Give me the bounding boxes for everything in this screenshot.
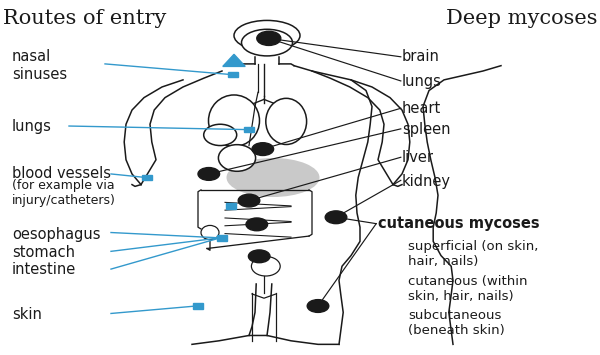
Ellipse shape (201, 225, 219, 240)
Text: subcutaneous
(beneath skin): subcutaneous (beneath skin) (408, 309, 505, 337)
Text: (for example via
injury/catheters): (for example via injury/catheters) (12, 180, 116, 207)
Circle shape (238, 194, 260, 207)
Polygon shape (223, 54, 245, 66)
Ellipse shape (241, 29, 293, 56)
Circle shape (246, 218, 268, 231)
Ellipse shape (227, 158, 320, 197)
Text: Routes of entry: Routes of entry (3, 9, 166, 28)
Text: kidney: kidney (402, 174, 451, 189)
Ellipse shape (234, 20, 300, 50)
Circle shape (325, 211, 347, 224)
Text: lungs: lungs (12, 119, 52, 133)
Ellipse shape (266, 98, 307, 144)
Text: cutaneous mycoses: cutaneous mycoses (378, 216, 539, 231)
Text: cutaneous (within
skin, hair, nails): cutaneous (within skin, hair, nails) (408, 275, 527, 303)
Text: heart: heart (402, 101, 441, 116)
Bar (142, 175, 152, 180)
Text: brain: brain (402, 49, 440, 64)
Text: superficial (on skin,
hair, nails): superficial (on skin, hair, nails) (408, 240, 538, 268)
Ellipse shape (209, 95, 260, 146)
Text: blood vessels: blood vessels (12, 166, 111, 181)
Bar (217, 235, 227, 241)
Circle shape (252, 143, 274, 155)
Text: stomach: stomach (12, 245, 75, 260)
Text: liver: liver (402, 151, 434, 165)
Text: skin: skin (12, 307, 42, 322)
Circle shape (198, 168, 220, 180)
Circle shape (248, 250, 270, 263)
Ellipse shape (218, 145, 256, 171)
Ellipse shape (251, 256, 280, 276)
Text: Deep mycoses: Deep mycoses (445, 9, 597, 28)
Bar (226, 203, 236, 209)
Circle shape (307, 300, 329, 312)
Bar (228, 72, 238, 77)
Bar (193, 303, 203, 309)
Text: intestine: intestine (12, 262, 76, 277)
Bar (244, 127, 254, 132)
Text: lungs: lungs (402, 74, 442, 89)
Text: spleen: spleen (402, 122, 451, 137)
Ellipse shape (204, 124, 236, 146)
Text: oesophagus: oesophagus (12, 227, 101, 242)
Text: nasal
sinuses: nasal sinuses (12, 49, 67, 82)
Circle shape (257, 31, 281, 45)
